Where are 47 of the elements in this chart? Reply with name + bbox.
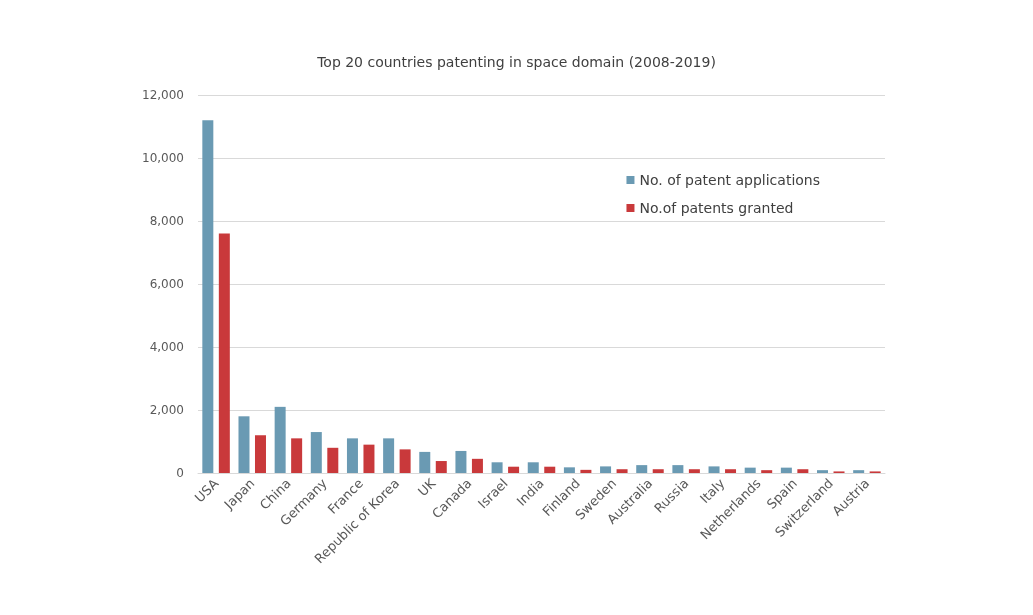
y-tick-label: 2,000 [149,403,184,417]
legend-label: No. of patent applications [639,172,821,188]
legend-label: No.of patents granted [639,200,794,216]
y-tick-label: 8,000 [149,214,184,228]
bar [218,233,230,473]
y-tick-label: 6,000 [149,277,184,291]
bar [580,469,592,473]
bar [672,465,684,473]
bar [780,467,792,473]
bar [435,461,447,473]
bar [527,462,539,473]
bar [202,120,214,473]
y-tick-label: 0 [176,466,184,480]
bar [744,467,756,473]
bar [817,470,829,473]
bar [491,462,503,473]
bar [636,465,648,473]
y-tick-label: 12,000 [142,88,184,102]
bar [688,469,700,473]
bar [563,467,575,473]
x-tick-label: USA [191,475,222,506]
bar [383,438,395,473]
bar [600,466,612,473]
bar [616,469,628,473]
bar [544,466,556,473]
bar [346,438,358,473]
bar [254,435,266,473]
y-tick-label: 4,000 [149,340,184,354]
bar [652,469,664,473]
bar [797,469,809,473]
bar [327,447,339,473]
bar [291,438,303,473]
bar [761,470,773,473]
bar [708,466,720,473]
bar [310,432,322,473]
bar [853,470,865,473]
chart-title: Top 20 countries patenting in space domain (2008-2019) [316,54,716,70]
bar [274,406,286,473]
bar [399,449,411,473]
bar [238,416,250,473]
bar [471,458,483,473]
bar [508,466,520,473]
bar [363,444,375,473]
bar [725,469,737,473]
bar [419,451,431,473]
bar [455,450,467,473]
y-tick-label: 10,000 [142,151,184,165]
